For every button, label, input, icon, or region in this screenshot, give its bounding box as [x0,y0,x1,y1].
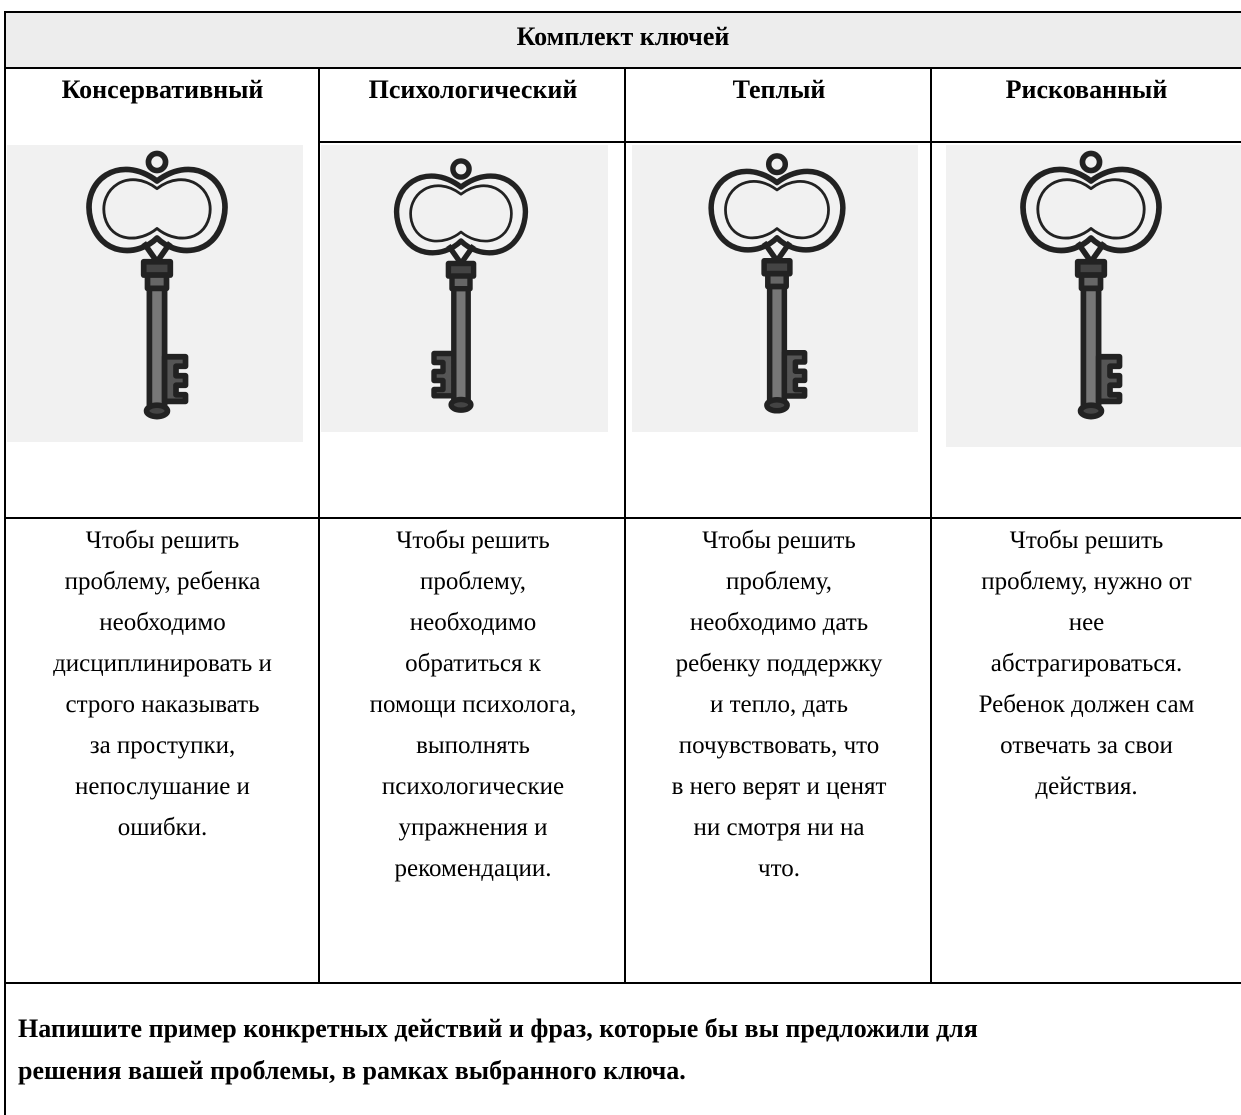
text-line: за проступки, [89,732,236,759]
border [5,517,1241,519]
text-line: ни смотря ни на [693,814,865,841]
footer-line: решения вашей проблемы, в рамках выбранн… [18,1056,686,1085]
text-line: абстрагироваться. [990,650,1183,677]
text-line: Чтобы решить [702,527,856,554]
text-line: ошибки. [117,814,208,841]
border [319,141,1241,143]
text-line: в него верят и ценят [671,773,887,800]
text-line: необходимо [99,609,226,636]
border [318,67,320,984]
text-line: Чтобы решить [396,527,550,554]
column-heading: Консервативный [61,75,264,104]
text-line: проблему, [419,568,527,595]
text-line: непослушание и [75,773,250,800]
table-title: Комплект ключей [5,12,1241,68]
key-drawing [7,145,303,442]
text-line: упражнения и [398,814,548,841]
text-line: и тепло, дать [709,691,848,718]
text-line: проблему, нужно от [981,568,1192,595]
border [624,67,626,984]
text-line: почувствовать, что [678,732,880,759]
border [4,11,6,1115]
key-drawing [321,145,608,432]
border [5,11,1241,13]
text-line: проблему, [725,568,833,595]
key-drawing [632,145,918,432]
text-line: дисциплинировать и [53,650,272,677]
text-line: психологические [381,773,565,800]
text-line: обратиться к [405,650,541,677]
text-line: отвечать за свои [1000,732,1173,759]
text-line: необходимо [409,609,537,636]
description-cell: Чтобы решить проблему, необходимо обратитьс… [320,520,626,889]
key-image [946,145,1241,447]
key-image [321,145,608,432]
border [5,982,1241,984]
text-line: выполнять [416,732,530,759]
text-line: проблему, ребенка [64,568,261,595]
column-heading: Рискованный [1005,75,1168,104]
footer-line: Напишите пример конкретных действий и фр… [18,1014,978,1043]
text-line: Чтобы решить [1009,527,1164,554]
description-cell: Чтобы решить проблему, ребенка необходимо д… [5,520,320,848]
text-line: необходимо дать [689,609,869,636]
text-line: нее [1068,609,1105,636]
description-cell: Чтобы решить проблему, необходимо дать ребе… [626,520,932,889]
text-line: Ребенок должен сам [978,691,1195,718]
text-line: ребенку поддержку [675,650,883,677]
footer: Напишите пример конкретных действий и фр… [18,1008,978,1092]
key-image [632,145,918,432]
column-heading: Теплый [732,75,826,104]
text-line: рекомендации. [394,855,552,882]
text-line: что. [758,855,800,882]
text-line: Чтобы решить [85,527,240,554]
text-line: действия. [1035,773,1138,800]
description-cell: Чтобы решить проблему, нужно от нее абстраг… [932,520,1241,807]
text-line: помощи психолога, [369,691,577,718]
key-image [7,145,303,442]
border [5,67,1241,69]
key-drawing [946,145,1241,447]
column-heading: Психологический [368,75,578,104]
text-line: строго наказывать [65,691,260,718]
border [930,67,932,984]
